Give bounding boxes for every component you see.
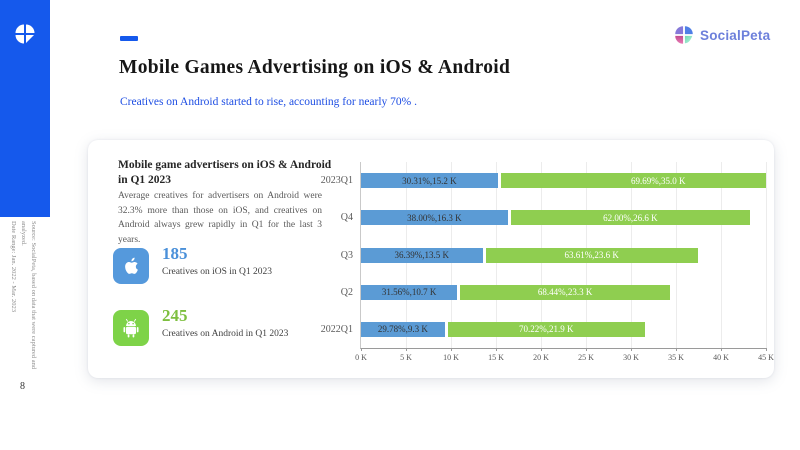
socialpeta-mark-white-icon	[15, 24, 35, 44]
source-note-line: Date Range: Jan. 2022 - Mar. 2023	[10, 221, 18, 312]
apple-icon	[113, 248, 149, 284]
axis-tick	[676, 348, 677, 351]
source-note-line: Source: SocialPeta, based on data that w…	[30, 221, 37, 370]
bar-android-segment: 69.69%,35.0 K	[500, 173, 766, 189]
axis-tick-label: 0 K	[355, 353, 367, 362]
chart-category-label: 2022Q1	[320, 323, 353, 335]
chart-category-label: 2023Q1	[320, 175, 353, 187]
axis-tick-label: 5 K	[400, 353, 412, 362]
socialpeta-mark-icon	[675, 26, 693, 44]
bar-value-label: 36.39%,13.5 K	[394, 250, 450, 260]
bar-row: 30.31%,15.2 K 69.69%,35.0 K	[361, 173, 766, 189]
axis-tick-label: 40 K	[713, 353, 729, 362]
ios-stat-label: Creatives on iOS in Q1 2023	[162, 267, 273, 277]
chart-category-label: Q3	[340, 249, 353, 261]
chart-plot: 0 K 5 K 10 K 15 K 20 K 25 K 30 K 35 K 40 K 45 K 20…	[321, 162, 774, 362]
android-stat-label: Creatives on Android in Q1 2023	[162, 329, 289, 339]
bar-value-label: 63.61%,23.6 K	[564, 250, 619, 260]
axis-tick-label: 25 K	[578, 353, 594, 362]
bar-android-segment: 63.61%,23.6 K	[485, 247, 698, 263]
bar-value-label: 70.22%,21.9 K	[518, 324, 574, 335]
chart-gridline	[766, 162, 767, 348]
axis-tick-label: 10 K	[443, 353, 459, 362]
axis-tick	[721, 348, 722, 351]
bar-value-label: 31.56%,10.7 K	[381, 287, 437, 298]
axis-tick	[586, 348, 587, 351]
bar-ios-segment: 30.31%,15.2 K	[361, 173, 498, 189]
brand-name: SocialPeta	[700, 27, 771, 43]
card-body-text: Average creatives for advertisers on And…	[118, 191, 322, 245]
android-stat-value: 245	[162, 306, 188, 325]
bar-value-label: 68.44%,23.3 K	[537, 287, 593, 298]
chart-gridline	[721, 162, 722, 348]
accent-dash	[120, 36, 138, 41]
axis-tick-label: 45 K	[758, 353, 774, 362]
axis-tick	[406, 348, 407, 351]
axis-tick	[496, 348, 497, 351]
axis-tick	[361, 348, 362, 351]
bar-row: 36.39%,13.5 K 63.61%,23.6 K	[361, 247, 766, 263]
bar-ios-segment: 29.78%,9.3 K	[361, 321, 445, 337]
page-number: 8	[20, 381, 25, 392]
axis-tick-label: 15 K	[488, 353, 504, 362]
source-note: Source: SocialPeta, based on data that w…	[9, 221, 38, 369]
bar-row: 29.78%,9.3 K 70.22%,21.9 K	[361, 321, 766, 337]
chart-category-label: Q4	[340, 212, 353, 224]
axis-tick-label: 35 K	[668, 353, 684, 362]
bar-value-label: 29.78%,9.3 K	[377, 324, 428, 335]
bar-ios-segment: 38.00%,16.3 K	[361, 210, 508, 226]
ios-stat-value: 185	[162, 244, 188, 263]
card-heading: Mobile game advertisers on iOS & Android…	[118, 159, 332, 186]
bar-ios-segment: 31.56%,10.7 K	[361, 284, 458, 300]
axis-tick	[766, 348, 767, 351]
axis-tick	[451, 348, 452, 351]
bar-value-label: 62.00%,26.6 K	[603, 212, 658, 223]
bar-android-segment: 70.22%,21.9 K	[447, 321, 645, 337]
page-subtitle: Creatives on Android started to rise, ac…	[120, 96, 418, 108]
bar-value-label: 30.31%,15.2 K	[402, 175, 457, 186]
axis-tick-label: 30 K	[623, 353, 639, 362]
summary-card: Mobile game advertisers on iOS & Android…	[88, 140, 774, 378]
bar-android-segment: 68.44%,23.3 K	[460, 284, 670, 300]
axis-tick	[631, 348, 632, 351]
brand-logo: SocialPeta	[672, 23, 770, 47]
axis-tick-label: 20 K	[533, 353, 549, 362]
bar-value-label: 69.69%,35.0 K	[631, 175, 686, 186]
source-note-line: analyzed.	[20, 221, 28, 246]
bar-ios-segment: 36.39%,13.5 K	[361, 247, 483, 263]
bar-android-segment: 62.00%,26.6 K	[510, 210, 751, 226]
bar-row: 38.00%,16.3 K 62.00%,26.6 K	[361, 210, 766, 226]
bar-value-label: 38.00%,16.3 K	[407, 212, 462, 223]
android-icon	[113, 310, 149, 346]
bar-row: 31.56%,10.7 K 68.44%,23.3 K	[361, 284, 766, 300]
chart-category-label: Q2	[340, 286, 353, 298]
axis-tick	[541, 348, 542, 351]
sidebar	[0, 0, 50, 217]
page-title: Mobile Games Advertising on iOS & Androi…	[119, 57, 511, 78]
